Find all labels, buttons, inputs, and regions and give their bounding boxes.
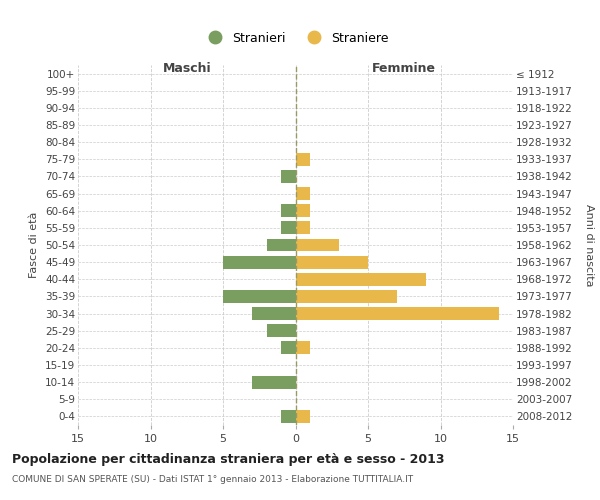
Bar — [296, 256, 368, 268]
Text: Femmine: Femmine — [372, 62, 436, 74]
Bar — [281, 204, 296, 217]
Bar — [296, 273, 426, 285]
Bar — [281, 410, 296, 423]
Text: COMUNE DI SAN SPERATE (SU) - Dati ISTAT 1° gennaio 2013 - Elaborazione TUTTITALI: COMUNE DI SAN SPERATE (SU) - Dati ISTAT … — [12, 475, 413, 484]
Bar — [296, 204, 310, 217]
Y-axis label: Fasce di età: Fasce di età — [29, 212, 40, 278]
Text: Popolazione per cittadinanza straniera per età e sesso - 2013: Popolazione per cittadinanza straniera p… — [12, 452, 445, 466]
Bar — [252, 307, 296, 320]
Bar — [281, 342, 296, 354]
Bar — [296, 342, 310, 354]
Bar — [223, 290, 296, 303]
Bar — [296, 290, 397, 303]
Bar — [296, 307, 499, 320]
Bar — [296, 222, 310, 234]
Legend: Stranieri, Straniere: Stranieri, Straniere — [199, 28, 392, 48]
Bar — [266, 238, 296, 252]
Bar — [266, 324, 296, 337]
Bar — [281, 222, 296, 234]
Bar — [296, 153, 310, 166]
Y-axis label: Anni di nascita: Anni di nascita — [584, 204, 593, 286]
Text: Maschi: Maschi — [163, 62, 211, 74]
Bar — [296, 187, 310, 200]
Bar — [281, 170, 296, 183]
Bar — [296, 410, 310, 423]
Bar — [252, 376, 296, 388]
Bar — [296, 238, 339, 252]
Bar — [223, 256, 296, 268]
